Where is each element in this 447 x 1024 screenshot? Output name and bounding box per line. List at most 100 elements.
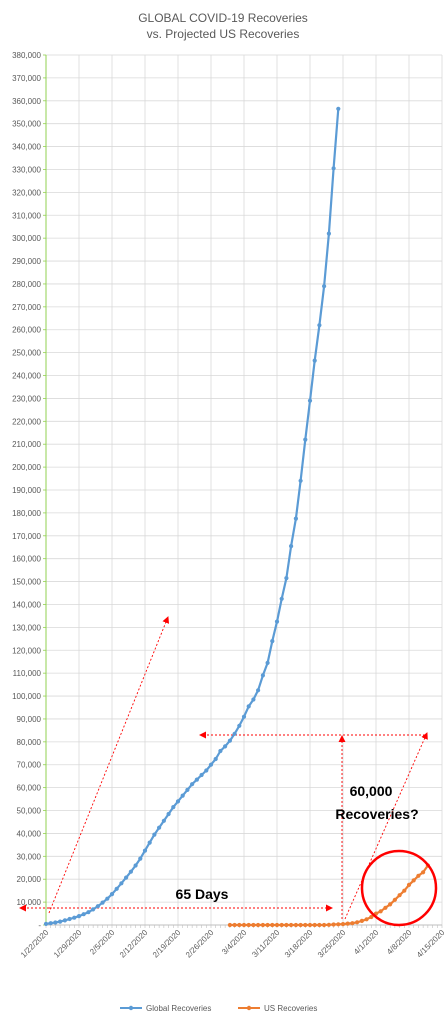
data-point [128, 869, 133, 874]
data-point [67, 916, 72, 922]
data-point [256, 922, 261, 928]
gridlines [45, 54, 443, 926]
data-point [199, 772, 204, 778]
data-point [91, 907, 96, 912]
y-tick-label: 260,000 [12, 326, 41, 335]
x-tick-label: 3/11/2020 [250, 928, 281, 959]
data-point [406, 882, 412, 888]
data-point [388, 902, 393, 907]
data-point [270, 639, 275, 644]
y-tick-label: 280,000 [12, 280, 41, 289]
data-point [322, 922, 327, 928]
data-point [279, 922, 284, 928]
series-lines [43, 106, 430, 928]
data-point [213, 756, 218, 762]
y-tick-label: 340,000 [12, 143, 41, 152]
y-tick-label: 30,000 [17, 852, 42, 861]
x-tick-label: 2/19/2020 [151, 928, 183, 960]
data-point [270, 922, 275, 928]
data-point [166, 811, 171, 817]
y-tick-label: 160,000 [12, 555, 41, 564]
data-point [237, 723, 242, 728]
data-point [246, 922, 251, 928]
annotation-arrows [19, 616, 428, 920]
y-tick-label: - [38, 921, 41, 930]
recoveries-annotation-value: 60,000 [350, 783, 393, 799]
data-point [317, 323, 322, 328]
data-point [411, 878, 416, 883]
legend-entry: Global Recoveries [146, 1004, 211, 1013]
data-point [359, 918, 364, 924]
y-tick-label: 370,000 [12, 74, 41, 83]
data-point [421, 870, 426, 875]
series-line-global-recoveries [45, 108, 340, 925]
chart-title-line1: GLOBAL COVID-19 Recoveries [138, 11, 308, 25]
data-point [331, 922, 336, 927]
data-point [416, 873, 421, 878]
y-tick-label: 140,000 [12, 600, 41, 609]
data-point [138, 856, 143, 861]
y-tick-label: 70,000 [17, 761, 42, 770]
data-point [350, 921, 355, 926]
data-point [119, 881, 124, 886]
data-point [293, 922, 298, 928]
y-tick-label: 90,000 [17, 715, 42, 724]
data-point [180, 793, 185, 798]
data-point [223, 744, 228, 749]
data-point [208, 762, 214, 767]
data-point [317, 922, 322, 928]
legend-swatch-marker [246, 1005, 252, 1011]
data-point [175, 799, 181, 804]
x-axis-tick-labels: 1/22/2020 1/29/2020 2/5/2020 2/12/2020 2/19/… [19, 928, 447, 960]
data-point [109, 892, 115, 897]
x-tick-label: 4/8/2020 [385, 928, 414, 957]
data-point [72, 915, 77, 920]
data-point [227, 738, 232, 743]
data-point [95, 904, 100, 909]
data-point [246, 704, 251, 709]
recoveries-annotation-label: Recoveries? [335, 806, 418, 822]
y-tick-label: 350,000 [12, 120, 41, 129]
x-tick-label: 4/15/2020 [415, 928, 447, 960]
data-point [124, 875, 129, 880]
data-point [232, 731, 237, 736]
data-point [227, 922, 232, 928]
diagonal-arrow-right [344, 732, 428, 920]
diagonal-arrow-left [48, 616, 170, 914]
data-point [364, 917, 369, 922]
data-point [345, 921, 350, 926]
data-point [340, 922, 346, 927]
data-point [369, 914, 374, 920]
data-point [378, 909, 383, 914]
data-point [298, 478, 303, 483]
y-tick-label: 230,000 [12, 394, 41, 403]
data-point [251, 922, 256, 928]
legend-entry: US Recoveries [264, 1004, 317, 1013]
data-point [265, 660, 270, 666]
data-point [284, 922, 289, 928]
data-point [241, 922, 247, 928]
data-point [76, 914, 82, 919]
y-tick-label: 200,000 [12, 463, 41, 472]
data-point [289, 922, 294, 928]
data-point [86, 910, 91, 915]
data-point [62, 918, 67, 923]
data-point [326, 231, 331, 236]
y-tick-label: 190,000 [12, 486, 41, 495]
data-point [284, 576, 289, 581]
data-point [152, 832, 157, 837]
x-tick-label: 1/22/2020 [19, 928, 51, 960]
y-tick-label: 330,000 [12, 165, 41, 174]
data-point [133, 863, 138, 868]
data-point [185, 787, 190, 793]
data-point [256, 688, 261, 693]
data-point [322, 284, 327, 289]
data-point [142, 848, 148, 853]
data-point [171, 805, 176, 810]
data-point [293, 516, 298, 521]
data-point [355, 920, 360, 925]
y-tick-label: 360,000 [12, 97, 41, 106]
chart-title-line2: vs. Projected US Recoveries [147, 27, 300, 41]
data-point [336, 922, 341, 927]
data-point [53, 920, 58, 925]
